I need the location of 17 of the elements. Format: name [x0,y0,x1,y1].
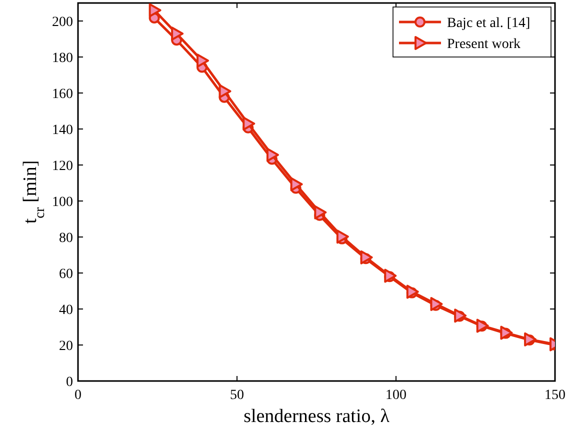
x-axis-title: slenderness ratio, λ [244,406,390,427]
y-tick-label: 40 [59,302,73,318]
x-tick-label: 100 [386,388,406,403]
y-tick-label: 100 [52,194,73,210]
legend-label: Bajc et al. [14] [447,16,530,31]
y-tick-label: 120 [52,158,73,174]
y-tick-label: 140 [52,122,73,138]
y-tick-label: 200 [52,14,73,30]
y-tick-label: 60 [59,266,73,282]
y-tick-label: 180 [52,50,73,66]
x-tick-label: 150 [544,388,566,403]
legend-label: Present work [447,36,520,52]
y-tick-label: 0 [66,374,73,390]
y-tick-label: 160 [52,86,73,102]
y-tick-label: 80 [59,230,73,246]
x-tick-label: 50 [230,388,244,403]
y-tick-label: 20 [59,338,73,354]
